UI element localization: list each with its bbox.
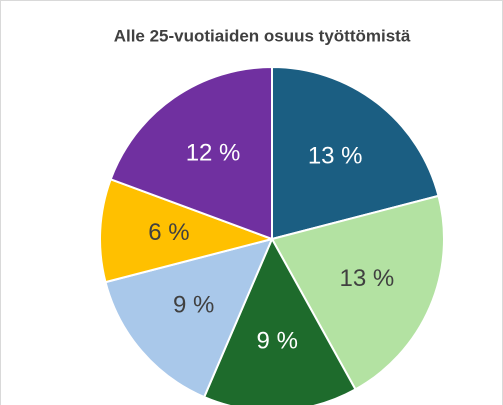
pie-slice	[104, 237, 274, 399]
data-label: 12 %	[186, 140, 241, 167]
data-label: 6 %	[148, 219, 189, 246]
data-label: 13 %	[308, 143, 363, 170]
data-label: 13 %	[339, 265, 394, 292]
data-label: 9 %	[173, 292, 214, 319]
pie-slice	[99, 177, 276, 284]
data-label: 9 %	[257, 327, 298, 354]
pie-slice	[270, 194, 445, 391]
pie-slice	[202, 236, 357, 405]
pie-slice	[271, 65, 440, 241]
pie-slice	[109, 65, 273, 241]
chart-title: Alle 25-vuotiaiden osuus työttömistä	[114, 26, 411, 45]
